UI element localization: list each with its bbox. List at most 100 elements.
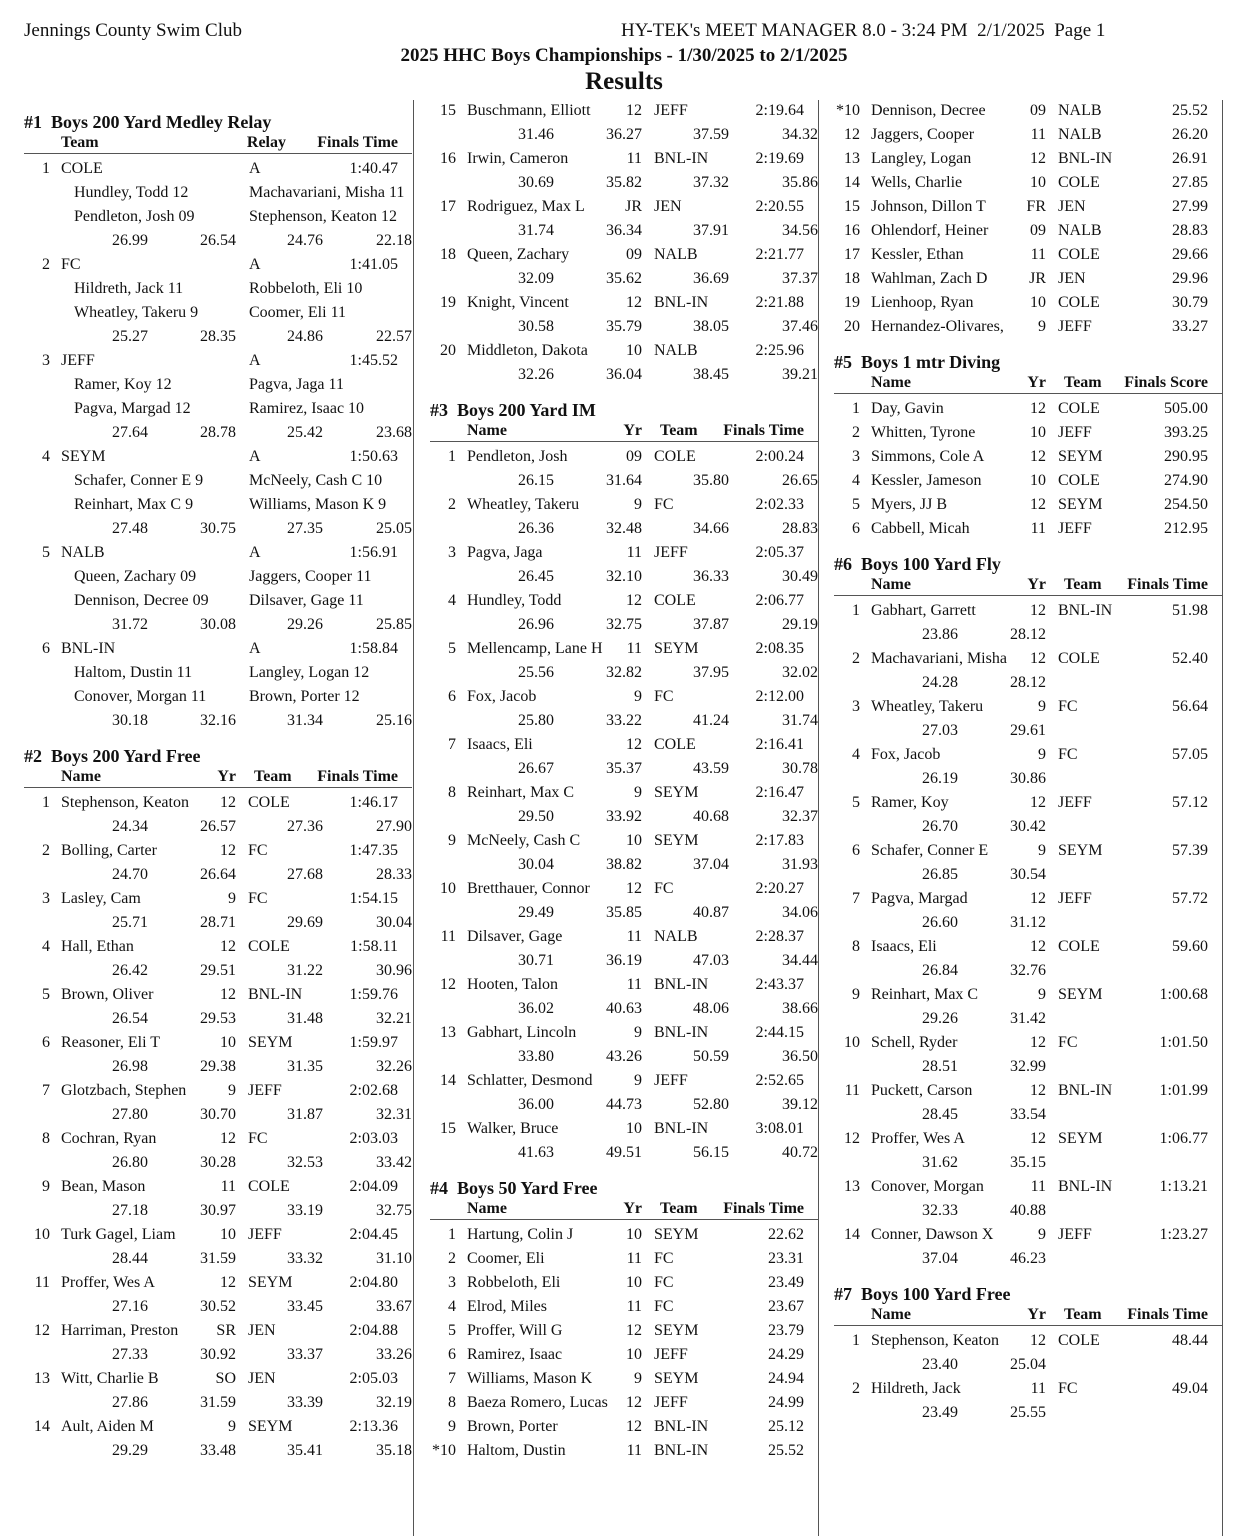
split-time: 35.79	[606, 318, 642, 335]
splits-row: 26.67 35.37 43.59 30.78	[430, 757, 818, 781]
place: 15	[440, 1120, 456, 1137]
finals-time: 2:28.37	[755, 928, 804, 945]
swimmer-name: Rodriguez, Max L	[467, 198, 585, 215]
team: BNL-IN	[654, 150, 709, 167]
team: JEN	[1058, 270, 1086, 287]
split-time: 36.50	[782, 1048, 818, 1065]
team: JEFF	[248, 1226, 282, 1243]
finals-time: 254.50	[1164, 496, 1208, 513]
split-time: 26.42	[112, 962, 148, 979]
finals-time: 2:06.77	[755, 592, 804, 609]
splits-row: 25.27 28.35 24.86 22.57	[24, 325, 412, 349]
place: 5	[852, 794, 860, 811]
place: 12	[34, 1322, 50, 1339]
finals-time: 23.49	[768, 1274, 804, 1291]
finals-time: 2:25.96	[755, 342, 804, 359]
split-time: 33.19	[287, 1202, 323, 1219]
split-time: 33.67	[376, 1298, 412, 1315]
year: 12	[1030, 400, 1046, 417]
split-time: 49.51	[606, 1144, 642, 1161]
relay-letter: A	[249, 544, 261, 561]
place: 11	[844, 1082, 860, 1099]
swimmer-name: Day, Gavin	[871, 400, 944, 417]
place: 10	[34, 1226, 50, 1243]
finals-time: 2:02.33	[755, 496, 804, 513]
team: COLE	[1058, 472, 1100, 489]
year: 10	[1030, 174, 1046, 191]
year: 9	[228, 1418, 236, 1435]
split-time: 43.59	[693, 760, 729, 777]
result-row: 14 Schlatter, Desmond 9 JEFF 2:52.65	[430, 1069, 818, 1093]
split-time: 28.44	[112, 1250, 148, 1267]
splits-row: 36.00 44.73 52.80 39.12	[430, 1093, 818, 1117]
place: 15	[844, 198, 860, 215]
column-headers: Name Yr Team Finals Time	[834, 1305, 1222, 1326]
finals-time: 1:54.15	[349, 890, 398, 907]
result-row: 5 Myers, JJ B 12 SEYM 254.50	[834, 493, 1222, 517]
result-row: 2 FC A 1:41.05	[24, 253, 412, 277]
split-time: 36.33	[693, 568, 729, 585]
split-time: 26.96	[518, 616, 554, 633]
place: 10	[440, 880, 456, 897]
swimmer: Hildreth, Jack 11	[74, 280, 184, 297]
split-time: 22.57	[376, 328, 412, 345]
split-time: 28.35	[200, 328, 236, 345]
header-time: Finals Time	[723, 422, 804, 439]
split-time: 25.05	[376, 520, 412, 537]
team: JEFF	[654, 102, 688, 119]
header-name: Name	[871, 374, 911, 391]
split-time: 29.38	[200, 1058, 236, 1075]
split-time: 40.88	[1010, 1202, 1046, 1219]
splits-row: 29.50 33.92 40.68 32.37	[430, 805, 818, 829]
split-time: 37.37	[782, 270, 818, 287]
result-row: 3 Simmons, Cole A 12 SEYM 290.95	[834, 445, 1222, 469]
year: 9	[1038, 842, 1046, 859]
result-row: 14 Ault, Aiden M 9 SEYM 2:13.36	[24, 1415, 412, 1439]
finals-time: 51.98	[1172, 602, 1208, 619]
split-time: 39.21	[782, 366, 818, 383]
year: 9	[1038, 698, 1046, 715]
split-time: 35.18	[376, 1442, 412, 1459]
result-row: 10 Turk Gagel, Liam 10 JEFF 2:04.45	[24, 1223, 412, 1247]
split-time: 31.64	[606, 472, 642, 489]
split-time: 34.56	[782, 222, 818, 239]
finals-time: 1:56.91	[349, 544, 398, 561]
finals-time: 2:04.45	[349, 1226, 398, 1243]
split-time: 30.28	[200, 1154, 236, 1171]
place: 9	[852, 986, 860, 1003]
swimmer-name: Coomer, Eli	[467, 1250, 545, 1267]
split-time: 37.59	[693, 126, 729, 143]
swimmer-name: Kessler, Ethan	[871, 246, 964, 263]
team: BNL-IN	[654, 1442, 709, 1459]
split-time: 36.19	[606, 952, 642, 969]
split-time: 31.72	[112, 616, 148, 633]
result-row: 6 Fox, Jacob 9 FC 2:12.00	[430, 685, 818, 709]
place: 19	[440, 294, 456, 311]
header-team: Team	[1064, 576, 1102, 593]
place: 11	[34, 1274, 50, 1291]
split-time: 23.49	[922, 1404, 958, 1421]
splits-row: 23.49 25.55	[834, 1401, 1222, 1425]
split-time: 33.22	[606, 712, 642, 729]
finals-time: 2:13.36	[349, 1418, 398, 1435]
result-row: 4 Hundley, Todd 12 COLE 2:06.77	[430, 589, 818, 613]
splits-row: 27.80 30.70 31.87 32.31	[24, 1103, 412, 1127]
split-time: 33.39	[287, 1394, 323, 1411]
splits-row: 26.80 30.28 32.53 33.42	[24, 1151, 412, 1175]
result-row: 2 Coomer, Eli 11 FC 23.31	[430, 1247, 818, 1271]
split-time: 31.59	[200, 1250, 236, 1267]
result-row: 1 Stephenson, Keaton 12 COLE 48.44	[834, 1329, 1222, 1353]
split-time: 24.34	[112, 818, 148, 835]
team: SEYM	[1058, 842, 1103, 859]
split-time: 31.42	[1010, 1010, 1046, 1027]
split-time: 36.34	[606, 222, 642, 239]
swimmer: Williams, Mason K 9	[249, 496, 387, 513]
swimmer-name: Cochran, Ryan	[61, 1130, 157, 1147]
finals-time: 33.27	[1172, 318, 1208, 335]
team: COLE	[1058, 650, 1100, 667]
split-time: 32.37	[782, 808, 818, 825]
header-yr: Yr	[623, 1200, 642, 1217]
year: 11	[626, 544, 642, 561]
swimmer: Queen, Zachary 09	[74, 568, 197, 585]
split-time: 52.80	[693, 1096, 729, 1113]
